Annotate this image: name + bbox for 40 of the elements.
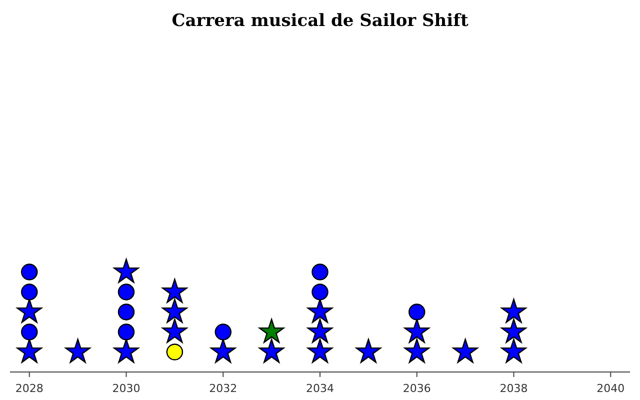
point — [501, 318, 526, 343]
point — [408, 304, 426, 320]
point — [16, 298, 42, 323]
point — [166, 344, 184, 360]
point — [501, 338, 526, 363]
point — [258, 338, 284, 363]
point — [118, 304, 135, 320]
x-tick-label: 2040 — [596, 382, 625, 395]
x-tick-label: 2036 — [402, 382, 431, 395]
point — [65, 338, 90, 363]
point — [356, 338, 382, 363]
point — [118, 324, 135, 340]
point — [118, 284, 135, 300]
x-tick-label: 2028 — [15, 382, 44, 395]
point — [162, 278, 188, 303]
point — [307, 318, 333, 343]
x-tick-label: 2030 — [112, 382, 140, 395]
x-tick-label: 2038 — [500, 382, 528, 395]
point — [210, 338, 236, 363]
point — [114, 258, 139, 283]
point — [312, 264, 328, 280]
point — [162, 318, 188, 343]
point — [21, 264, 38, 280]
point — [307, 338, 333, 363]
point — [501, 298, 526, 323]
x-tick-label: 2032 — [209, 382, 238, 395]
point — [307, 298, 333, 323]
point — [21, 284, 38, 300]
point — [258, 318, 284, 343]
point — [452, 338, 478, 363]
point — [404, 338, 430, 363]
point — [214, 324, 232, 340]
point — [114, 338, 139, 363]
x-tick-label: 2034 — [306, 382, 334, 395]
point — [21, 324, 38, 340]
point — [162, 298, 188, 323]
point — [16, 338, 42, 363]
chart-title: Carrera musical de Sailor Shift — [172, 11, 468, 31]
point — [312, 284, 328, 300]
point — [404, 318, 430, 343]
